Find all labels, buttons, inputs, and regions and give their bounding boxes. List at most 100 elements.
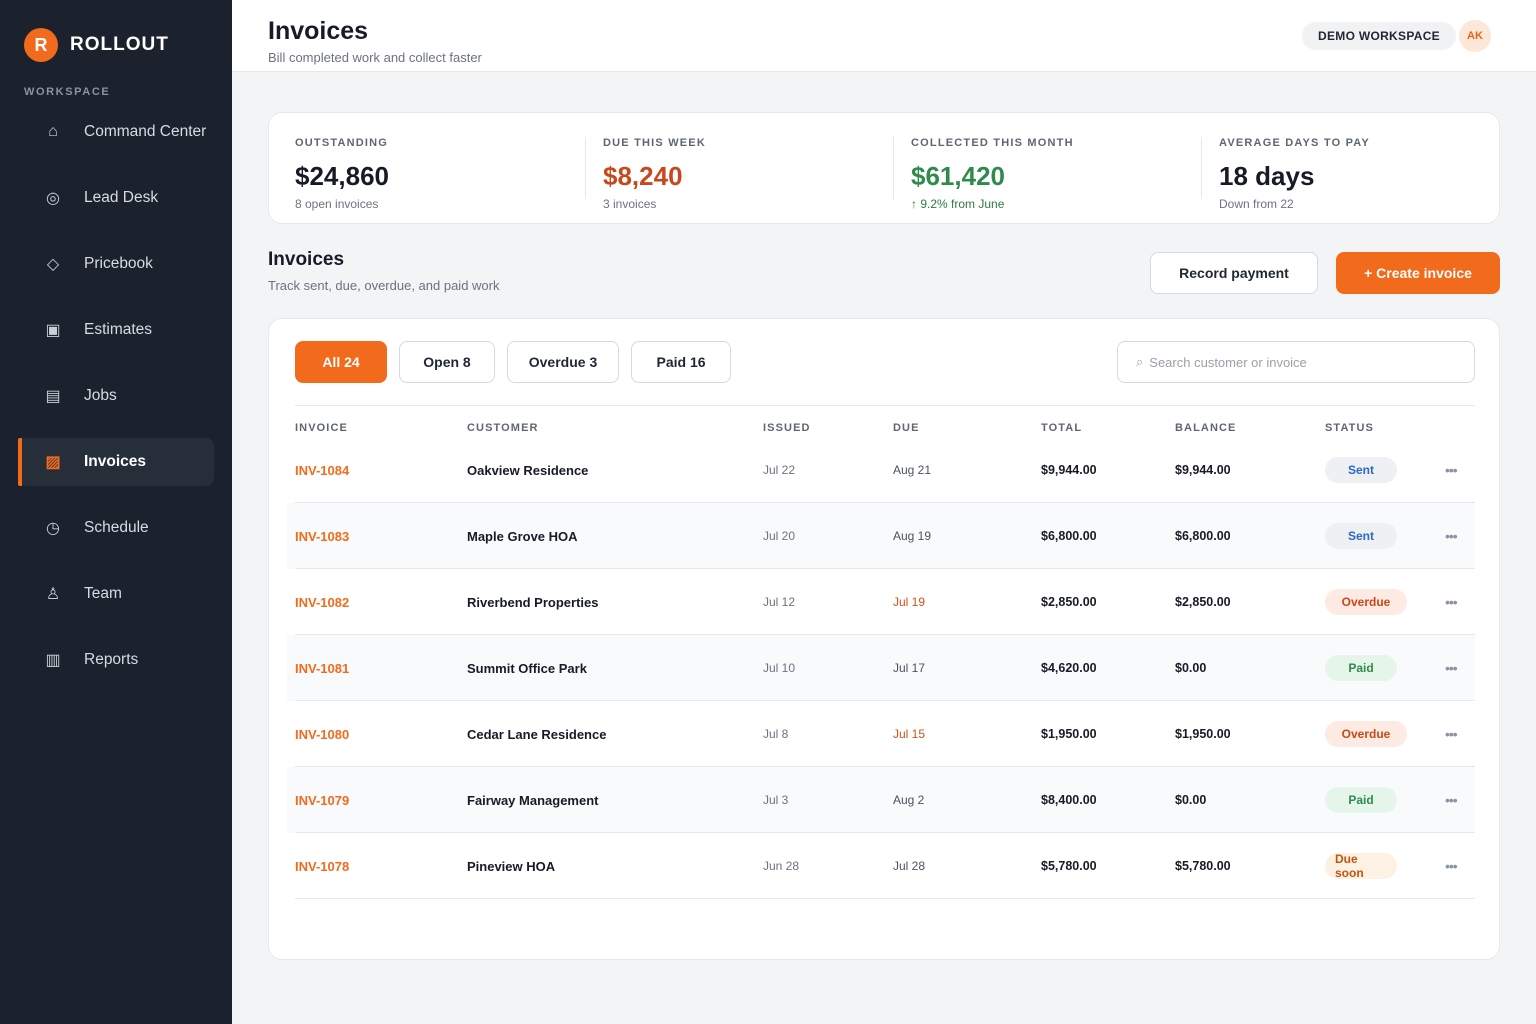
- brand-logo: R: [24, 28, 58, 62]
- status-badge: Paid: [1325, 787, 1397, 813]
- total-amount: $4,620.00: [1041, 661, 1097, 675]
- customer-name: Fairway Management: [467, 792, 599, 808]
- row-divider: [295, 898, 1475, 899]
- due-date: Jul 15: [893, 727, 926, 741]
- sidebar-section-label: WORKSPACE: [24, 86, 111, 98]
- stat-divider: [585, 137, 586, 199]
- invoice-number-link[interactable]: INV-1082: [295, 594, 350, 610]
- sidebar-item-invoices[interactable]: ▨ Invoices: [18, 438, 214, 486]
- person-icon: ♙: [45, 586, 61, 603]
- target-icon: ◎: [46, 190, 60, 207]
- due-date: Jul 19: [893, 595, 926, 609]
- sidebar-item-schedule[interactable]: ◷ Schedule: [18, 504, 214, 552]
- row-divider: [295, 766, 1475, 767]
- stat-label: AVERAGE DAYS TO PAY: [1219, 137, 1370, 149]
- more-actions-icon[interactable]: •••: [1445, 726, 1458, 742]
- total-amount: $1,950.00: [1041, 727, 1097, 741]
- total-amount: $2,850.00: [1041, 595, 1097, 609]
- diamond-icon: ◇: [46, 256, 60, 273]
- stat-note: 8 open invoices: [295, 197, 379, 211]
- sidebar-item-label: Jobs: [84, 387, 117, 404]
- stat-value: 18 days: [1219, 161, 1315, 191]
- invoice-number-link[interactable]: INV-1081: [295, 660, 350, 676]
- invoice-number-link[interactable]: INV-1084: [295, 462, 350, 478]
- row-divider: [295, 634, 1475, 635]
- column-header-status: STATUS: [1325, 422, 1374, 434]
- invoice-number-link[interactable]: INV-1080: [295, 726, 350, 742]
- stat-label: DUE THIS WEEK: [603, 137, 706, 149]
- sidebar-item-estimates[interactable]: ▣ Estimates: [18, 306, 214, 354]
- record-payment-button[interactable]: Record payment: [1150, 252, 1318, 294]
- estimate-icon: ▣: [45, 322, 61, 339]
- sidebar-item-jobs[interactable]: ▤ Jobs: [18, 372, 214, 420]
- sidebar-item-label: Reports: [84, 651, 139, 668]
- sidebar: R ROLLOUT WORKSPACE ⌂ Command Center ◎ Lead…: [0, 0, 232, 1024]
- search-input[interactable]: [1149, 354, 1450, 370]
- sidebar-item-label: Lead Desk: [84, 189, 159, 206]
- workspace-switcher[interactable]: DEMO WORKSPACE: [1302, 22, 1456, 50]
- row-divider: [295, 502, 1475, 503]
- search-box[interactable]: ⌕: [1117, 341, 1475, 383]
- sidebar-item-label: Schedule: [84, 519, 149, 536]
- table-row[interactable]: INV-1082 Riverbend Properties Jul 12 Jul 19…: [287, 569, 1475, 635]
- table-row[interactable]: INV-1078 Pineview HOA Jun 28 Jul 28 $5,780.0…: [287, 833, 1475, 899]
- filter-tab-open[interactable]: Open 8: [399, 341, 495, 383]
- section-title: Invoices: [268, 249, 345, 270]
- status-badge: Overdue: [1325, 721, 1407, 747]
- section-subtitle: Track sent, due, overdue, and paid work: [268, 278, 500, 293]
- customer-name: Maple Grove HOA: [467, 528, 578, 544]
- due-date: Aug 19: [893, 529, 932, 543]
- customer-name: Cedar Lane Residence: [467, 726, 607, 742]
- stat-value: $24,860: [295, 161, 389, 191]
- balance-amount: $6,800.00: [1175, 529, 1231, 543]
- column-header-issued: ISSUED: [763, 422, 811, 434]
- stat-value: $8,240: [603, 161, 683, 191]
- table-row[interactable]: INV-1081 Summit Office Park Jul 10 Jul 17 $4…: [287, 635, 1475, 701]
- balance-amount: $9,944.00: [1175, 463, 1231, 477]
- table-row[interactable]: INV-1084 Oakview Residence Jul 22 Aug 21 $9,…: [287, 437, 1475, 503]
- status-badge: Paid: [1325, 655, 1397, 681]
- stat-label: COLLECTED THIS MONTH: [911, 137, 1074, 149]
- top-header: Invoices Bill completed work and collect…: [232, 0, 1536, 72]
- issued-date: Jul 20: [763, 529, 796, 543]
- customer-name: Riverbend Properties: [467, 594, 599, 610]
- more-actions-icon[interactable]: •••: [1445, 792, 1458, 808]
- due-date: Jul 28: [893, 859, 926, 873]
- stat-label: OUTSTANDING: [295, 137, 389, 149]
- filter-tab-all[interactable]: All 24: [295, 341, 387, 383]
- more-actions-icon[interactable]: •••: [1445, 594, 1458, 610]
- invoice-number-link[interactable]: INV-1083: [295, 528, 350, 544]
- invoice-number-link[interactable]: INV-1078: [295, 858, 350, 874]
- user-avatar[interactable]: AK: [1459, 20, 1491, 52]
- page-subtitle: Bill completed work and collect faster: [268, 50, 482, 65]
- search-icon: ⌕: [1136, 354, 1144, 369]
- stat-note: ↑ 9.2% from June: [911, 197, 1005, 211]
- table-row[interactable]: INV-1080 Cedar Lane Residence Jul 8 Jul 15 $…: [287, 701, 1475, 767]
- brand[interactable]: R ROLLOUT: [24, 28, 169, 62]
- sidebar-item-reports[interactable]: ▥ Reports: [18, 636, 214, 684]
- status-badge: Sent: [1325, 523, 1397, 549]
- more-actions-icon[interactable]: •••: [1445, 660, 1458, 676]
- more-actions-icon[interactable]: •••: [1445, 528, 1458, 544]
- invoice-number-link[interactable]: INV-1079: [295, 792, 350, 808]
- table-row[interactable]: INV-1079 Fairway Management Jul 3 Aug 2 $8,4…: [287, 767, 1475, 833]
- filter-tab-overdue[interactable]: Overdue 3: [507, 341, 619, 383]
- sidebar-item-command-center[interactable]: ⌂ Command Center: [18, 108, 214, 156]
- more-actions-icon[interactable]: •••: [1445, 462, 1458, 478]
- filter-tab-paid[interactable]: Paid 16: [631, 341, 731, 383]
- invoices-table-card: All 24 Open 8 Overdue 3 Paid 16 ⌕ INVOICE CU…: [268, 318, 1500, 960]
- sidebar-item-pricebook[interactable]: ◇ Pricebook: [18, 240, 214, 288]
- table-row[interactable]: INV-1083 Maple Grove HOA Jul 20 Aug 19 $6,80…: [287, 503, 1475, 569]
- row-divider: [295, 700, 1475, 701]
- total-amount: $5,780.00: [1041, 859, 1097, 873]
- more-actions-icon[interactable]: •••: [1445, 858, 1458, 874]
- sidebar-item-label: Pricebook: [84, 255, 153, 272]
- sidebar-item-team[interactable]: ♙ Team: [18, 570, 214, 618]
- status-badge: Due soon: [1325, 852, 1397, 880]
- sidebar-item-lead-desk[interactable]: ◎ Lead Desk: [18, 174, 214, 222]
- stats-card: OUTSTANDING $24,860 8 open invoices DUE THI…: [268, 112, 1500, 224]
- issued-date: Jul 10: [763, 661, 796, 675]
- row-divider: [295, 832, 1475, 833]
- create-invoice-button[interactable]: + Create invoice: [1336, 252, 1500, 294]
- due-date: Jul 17: [893, 661, 926, 675]
